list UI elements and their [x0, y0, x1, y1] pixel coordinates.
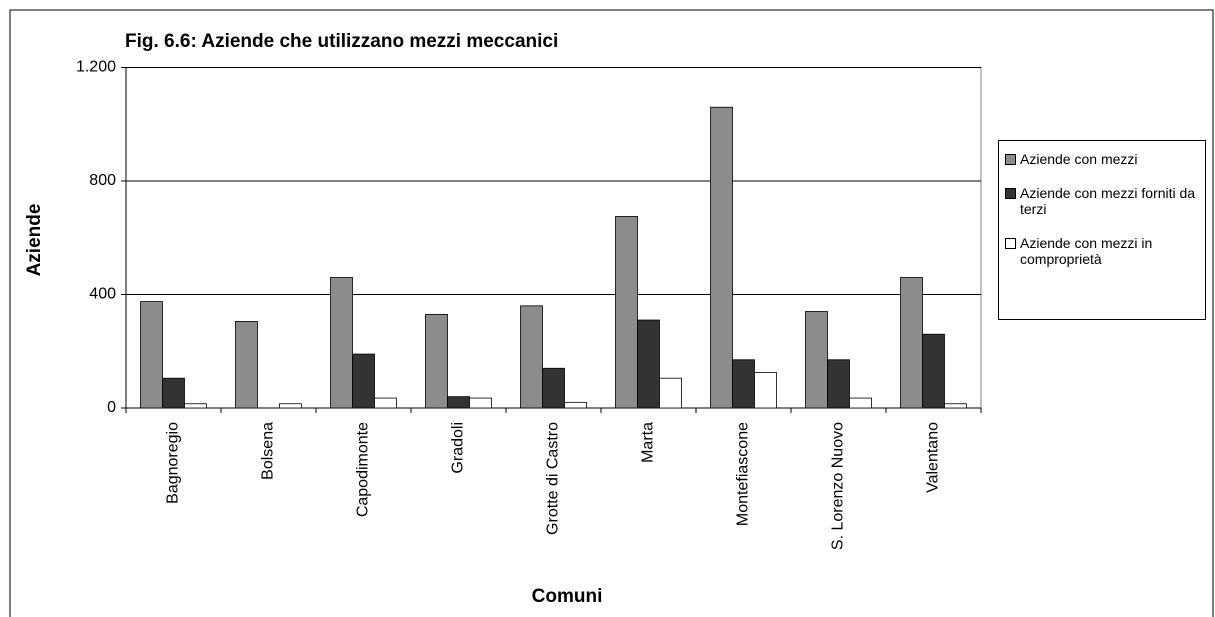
- bar: [659, 377, 682, 409]
- bar: [637, 319, 660, 409]
- bar: [922, 333, 945, 409]
- legend-swatch: [1005, 154, 1016, 165]
- bar: [352, 353, 375, 409]
- bar: [754, 372, 777, 409]
- bar: [710, 106, 733, 409]
- x-tick-label: Capodimonte: [355, 422, 372, 517]
- bar: [520, 305, 543, 409]
- chart-title: Fig. 6.6: Aziende che utilizzano mezzi m…: [125, 31, 558, 52]
- x-tick-label: Gradoli: [450, 422, 467, 474]
- bar: [374, 397, 397, 409]
- legend-label: Aziende con mezzi forniti da terzi: [1020, 185, 1196, 217]
- legend-item: Aziende con mezzi: [1005, 151, 1199, 167]
- bar: [140, 301, 163, 409]
- bar: [162, 377, 185, 409]
- bar: [849, 397, 872, 409]
- x-tick-label: Marta: [640, 422, 657, 463]
- bar: [827, 359, 850, 409]
- bar: [900, 277, 923, 409]
- bar: [469, 397, 492, 409]
- bar: [425, 313, 448, 409]
- bar: [732, 359, 755, 409]
- bar: [279, 403, 302, 409]
- legend-swatch: [1005, 238, 1016, 249]
- plot-area: [125, 67, 982, 409]
- x-tick-label: Bolsena: [260, 422, 277, 480]
- bar: [805, 311, 828, 409]
- legend-label: Aziende con mezzi in comproprietà: [1020, 235, 1153, 267]
- legend: Aziende con mezzi Aziende con mezzi forni…: [998, 140, 1206, 320]
- bar: [615, 216, 638, 409]
- bar: [944, 403, 967, 409]
- x-tick-label: S. Lorenzo Nuovo: [830, 422, 847, 550]
- bar: [235, 321, 258, 409]
- y-tick-label: 400: [89, 286, 116, 303]
- chart-frame: [9, 9, 1214, 617]
- y-tick-label: 800: [89, 172, 116, 189]
- legend-label: Aziende con mezzi: [1020, 151, 1138, 167]
- bar: [184, 403, 207, 409]
- bar: [542, 367, 565, 409]
- x-axis-label: Comuni: [532, 586, 603, 607]
- y-axis-label: Aziende: [24, 204, 45, 277]
- bar: [564, 401, 587, 409]
- bar: [330, 277, 353, 409]
- x-tick-label: Grotte di Castro: [545, 422, 562, 535]
- x-tick-label: Bagnoregio: [165, 422, 182, 504]
- legend-swatch: [1005, 188, 1016, 199]
- y-tick-label: 0: [107, 399, 116, 416]
- x-tick-label: Valentano: [925, 422, 942, 493]
- x-tick-label: Montefiascone: [735, 422, 752, 526]
- legend-item: Aziende con mezzi forniti da terzi: [1005, 185, 1199, 217]
- legend-item: Aziende con mezzi in comproprietà: [1005, 235, 1199, 267]
- bar: [447, 396, 470, 409]
- y-tick-label: 1.200: [76, 59, 116, 76]
